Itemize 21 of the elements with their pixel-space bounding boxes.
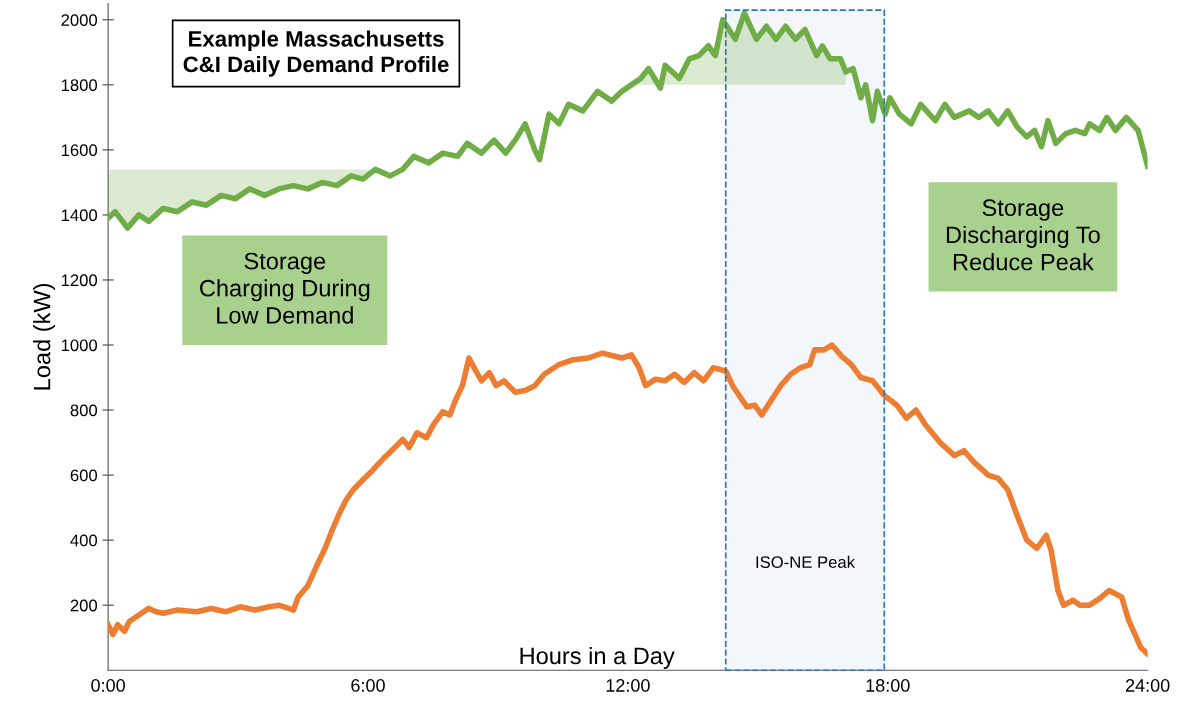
x-axis-title: Hours in a Day [520, 646, 675, 669]
y-axis-title: Load (kW) [33, 283, 56, 390]
x-tick-label: 18:00 [866, 679, 910, 692]
y-tick-label: 1800 [61, 79, 98, 92]
x-tick-label: 0:00 [91, 679, 125, 692]
y-tick-label: 200 [70, 599, 98, 612]
band-label: ISO-NE Peak [756, 555, 856, 569]
x-tick-label: 24:00 [1125, 679, 1170, 692]
y-tick-label: 1000 [61, 339, 98, 352]
y-tick-label: 1400 [61, 209, 98, 222]
text: Example Massachusetts C&I Daily Demand Profile [183, 30, 449, 77]
y-tick-label: 400 [70, 534, 98, 547]
y-tick-label: 2000 [61, 14, 98, 26]
x-tick-label: 6:00 [351, 679, 385, 692]
y-tick-label: 600 [70, 469, 98, 482]
annotation: Storage Discharging To Reduce Peak [946, 199, 1100, 271]
annotation: Storage Charging During Low Demand [200, 252, 370, 324]
x-tick-label: 12:00 [606, 679, 650, 692]
y-tick-label: 1600 [61, 144, 98, 157]
y-tick-label: 1200 [61, 274, 98, 287]
y-tick-label: 800 [70, 404, 98, 417]
